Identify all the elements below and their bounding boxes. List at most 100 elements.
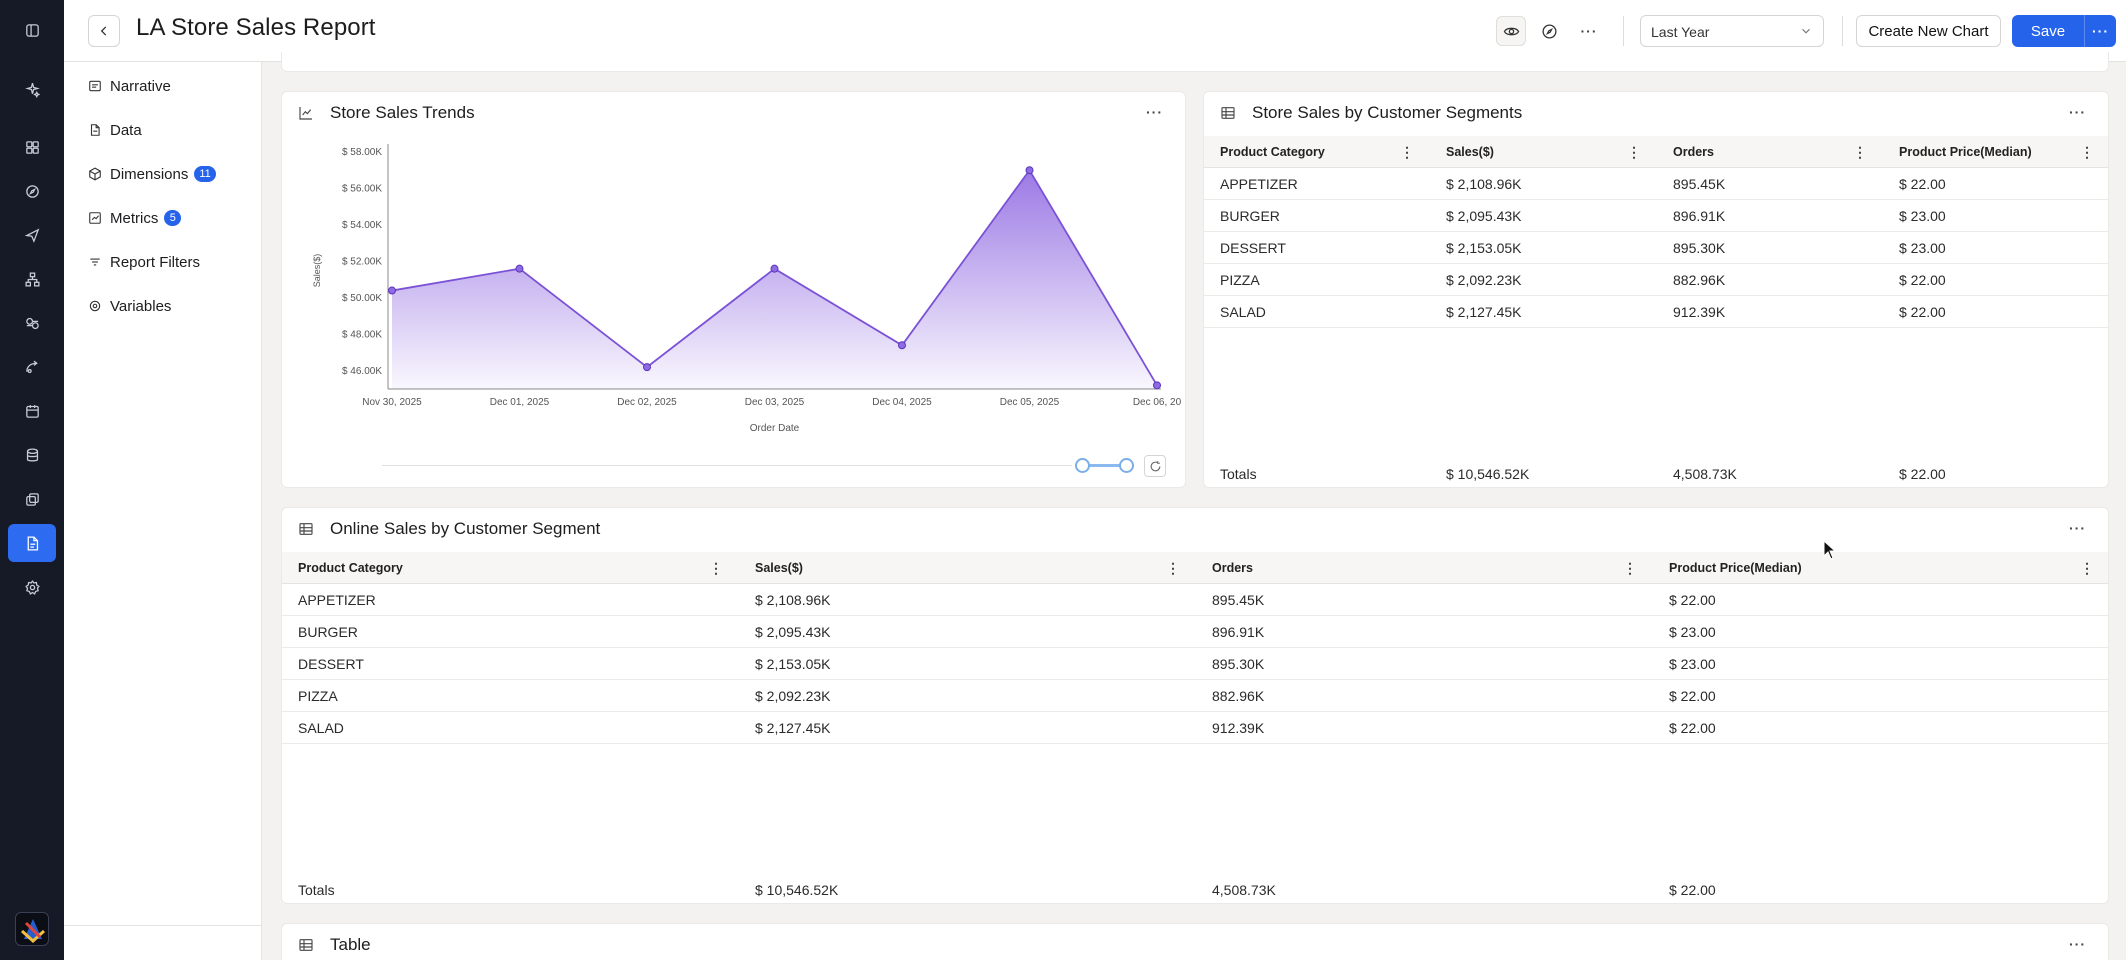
column-menu-icon[interactable]: ⋮ (1400, 144, 1414, 160)
column-menu-icon[interactable]: ⋮ (1627, 144, 1641, 160)
report-nav-panel: Narrative Data Dimensions 11 Metrics 5 R… (64, 62, 262, 960)
table-row[interactable]: DESSERT $ 2,153.05K 895.30K $ 23.00 (282, 648, 2108, 680)
range-slider-end-handle[interactable] (1119, 458, 1134, 473)
chevron-down-icon (1802, 28, 1810, 34)
explore-icon[interactable] (20, 179, 44, 203)
explore-button[interactable] (1534, 16, 1564, 46)
nav-item-report-filters[interactable]: Report Filters (88, 250, 200, 274)
nav-item-variables[interactable]: Variables (88, 294, 171, 318)
table-row[interactable]: SALAD $ 2,127.45K 912.39K $ 22.00 (282, 712, 2108, 744)
send-icon[interactable] (20, 223, 44, 247)
table-row[interactable]: BURGER $ 2,095.43K 896.91K $ 23.00 (282, 616, 2108, 648)
column-header[interactable]: Product Price(Median) ⋮ (1653, 552, 2108, 584)
calendar-icon[interactable] (20, 399, 44, 423)
create-new-chart-button[interactable]: Create New Chart (1856, 15, 2001, 47)
column-header[interactable]: Orders ⋮ (1196, 552, 1653, 584)
table-cell: $ 23.00 (1899, 208, 1946, 224)
column-header-label: Product Price(Median) (1899, 145, 2032, 159)
column-menu-icon[interactable]: ⋮ (709, 560, 723, 576)
column-header[interactable]: Product Category ⋮ (282, 552, 739, 584)
models-icon[interactable] (20, 311, 44, 335)
table-cell: APPETIZER (298, 592, 376, 608)
dashboard-icon[interactable] (20, 135, 44, 159)
column-menu-icon[interactable]: ⋮ (1166, 560, 1180, 576)
card-menu-button[interactable]: ··· (2069, 936, 2086, 954)
column-menu-icon[interactable]: ⋮ (1623, 560, 1637, 576)
column-header[interactable]: Product Price(Median) ⋮ (1883, 136, 2108, 168)
table-cell: 895.30K (1212, 656, 1265, 672)
column-header[interactable]: Sales($) ⋮ (1430, 136, 1657, 168)
table-cell: 895.45K (1212, 592, 1265, 608)
table-cell: $ 22.00 (1669, 688, 1716, 704)
totals-value: $ 22.00 (1669, 882, 1716, 898)
table-row[interactable]: DESSERT $ 2,153.05K 895.30K $ 23.00 (1204, 232, 2108, 264)
column-header[interactable]: Product Category ⋮ (1204, 136, 1430, 168)
nav-item-label: Metrics (110, 209, 159, 227)
table-header-row: Product Category ⋮ Sales($) ⋮ Orders ⋮ Prod… (1204, 136, 2108, 168)
column-menu-icon[interactable]: ⋮ (2080, 560, 2094, 576)
table-icon (298, 521, 314, 537)
card-title: Online Sales by Customer Segment (330, 519, 601, 538)
reset-zoom-button[interactable] (1144, 455, 1166, 477)
column-header[interactable]: Sales($) ⋮ (739, 552, 1196, 584)
column-header[interactable]: Orders ⋮ (1657, 136, 1883, 168)
table-row[interactable]: SALAD $ 2,127.45K 912.39K $ 22.00 (1204, 296, 2108, 328)
table-cell: 895.30K (1673, 240, 1726, 256)
table-cell: $ 22.00 (1669, 592, 1716, 608)
settings-icon[interactable] (20, 575, 44, 599)
card-menu-button[interactable]: ··· (2069, 520, 2086, 538)
table-cell: DESSERT (298, 656, 364, 672)
data-icon (90, 124, 100, 136)
pipeline-icon[interactable] (20, 355, 44, 379)
card-menu-button[interactable]: ··· (2069, 104, 2086, 122)
back-button[interactable] (88, 15, 120, 47)
series-area (392, 170, 1157, 389)
nav-item-metrics[interactable]: Metrics 5 (88, 206, 182, 230)
narrative-icon (89, 80, 101, 92)
nav-item-data[interactable]: Data (88, 118, 142, 142)
dimensions-count-badge: 11 (194, 166, 216, 182)
previous-card-edge (281, 52, 2109, 72)
range-slider-track[interactable] (382, 465, 1072, 466)
refresh-icon (1150, 460, 1160, 471)
card-title: Store Sales Trends (330, 103, 475, 122)
preview-button[interactable] (1496, 16, 1526, 46)
x-tick-label: Dec 01, 2025 (490, 397, 550, 408)
nav-item-label: Narrative (110, 77, 171, 95)
ai-sparkle-icon[interactable] (20, 77, 44, 101)
period-select[interactable]: Last Year (1640, 15, 1824, 47)
save-button[interactable]: Save (2012, 15, 2084, 47)
database-icon[interactable] (20, 443, 44, 467)
column-menu-icon[interactable]: ⋮ (1853, 144, 1867, 160)
column-header-label: Orders (1673, 145, 1714, 159)
table-cell: $ 23.00 (1899, 240, 1946, 256)
data-point (515, 264, 524, 273)
table-row[interactable]: APPETIZER $ 2,108.96K 895.45K $ 22.00 (1204, 168, 2108, 200)
cube-icon (89, 167, 101, 181)
table-row[interactable]: APPETIZER $ 2,108.96K 895.45K $ 22.00 (282, 584, 2108, 616)
table-row[interactable]: PIZZA $ 2,092.23K 882.96K $ 22.00 (1204, 264, 2108, 296)
range-slider-start-handle[interactable] (1075, 458, 1090, 473)
hierarchy-icon[interactable] (20, 267, 44, 291)
nav-item-narrative[interactable]: Narrative (88, 74, 171, 98)
table-row[interactable]: PIZZA $ 2,092.23K 882.96K $ 22.00 (282, 680, 2108, 712)
column-menu-icon[interactable]: ⋮ (2080, 144, 2094, 160)
save-options-button[interactable]: ··· (2084, 15, 2116, 47)
card-menu-button[interactable]: ··· (1146, 104, 1163, 122)
table-cell: $ 2,092.23K (1446, 272, 1522, 288)
table-cell: DESSERT (1220, 240, 1286, 256)
user-avatar[interactable] (15, 912, 49, 946)
sales-trend-chart: Nov 30, 2025 Dec 01, 2025 Dec 02, 2025 Dec … (312, 144, 1182, 434)
more-options-button[interactable]: ··· (1574, 16, 1604, 46)
table-cell: 882.96K (1673, 272, 1726, 288)
table-row[interactable]: BURGER $ 2,095.43K 896.91K $ 23.00 (1204, 200, 2108, 232)
sidebar-toggle-icon[interactable] (20, 18, 44, 42)
nav-item-dimensions[interactable]: Dimensions 11 (88, 162, 216, 186)
range-slider-selection[interactable] (1082, 464, 1127, 467)
table-cell: APPETIZER (1220, 176, 1298, 192)
x-tick-label: Dec 05, 2025 (1000, 397, 1060, 408)
report-icon[interactable] (20, 531, 44, 555)
layers-icon[interactable] (20, 487, 44, 511)
totals-value: $ 10,546.52K (755, 882, 839, 898)
table-cell: 895.45K (1673, 176, 1726, 192)
